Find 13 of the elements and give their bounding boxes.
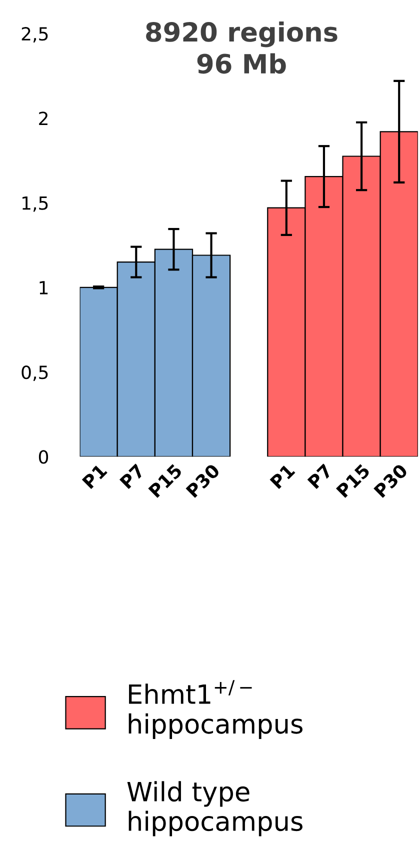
y-tick-label: 2 xyxy=(39,112,48,126)
y-tick-label: 1,5 xyxy=(22,196,48,212)
y-tick-label: 0,5 xyxy=(22,365,48,381)
legend-label: Ehmt1$^{+/−}$ hippocampus xyxy=(128,680,302,739)
x-tick-label: P1 xyxy=(270,463,296,489)
x-tick-label: P7 xyxy=(307,464,333,489)
y-tick-label: 0 xyxy=(38,450,48,464)
y-tick-label: 2,5 xyxy=(22,27,48,42)
x-tick-label: P7 xyxy=(119,464,145,489)
legend-label: Wild type hippocampus xyxy=(127,781,302,836)
chart-title: 8920 regions 96 Mb xyxy=(146,22,338,74)
x-tick-label: P1 xyxy=(82,463,108,489)
y-tick-label: 1 xyxy=(40,281,48,294)
